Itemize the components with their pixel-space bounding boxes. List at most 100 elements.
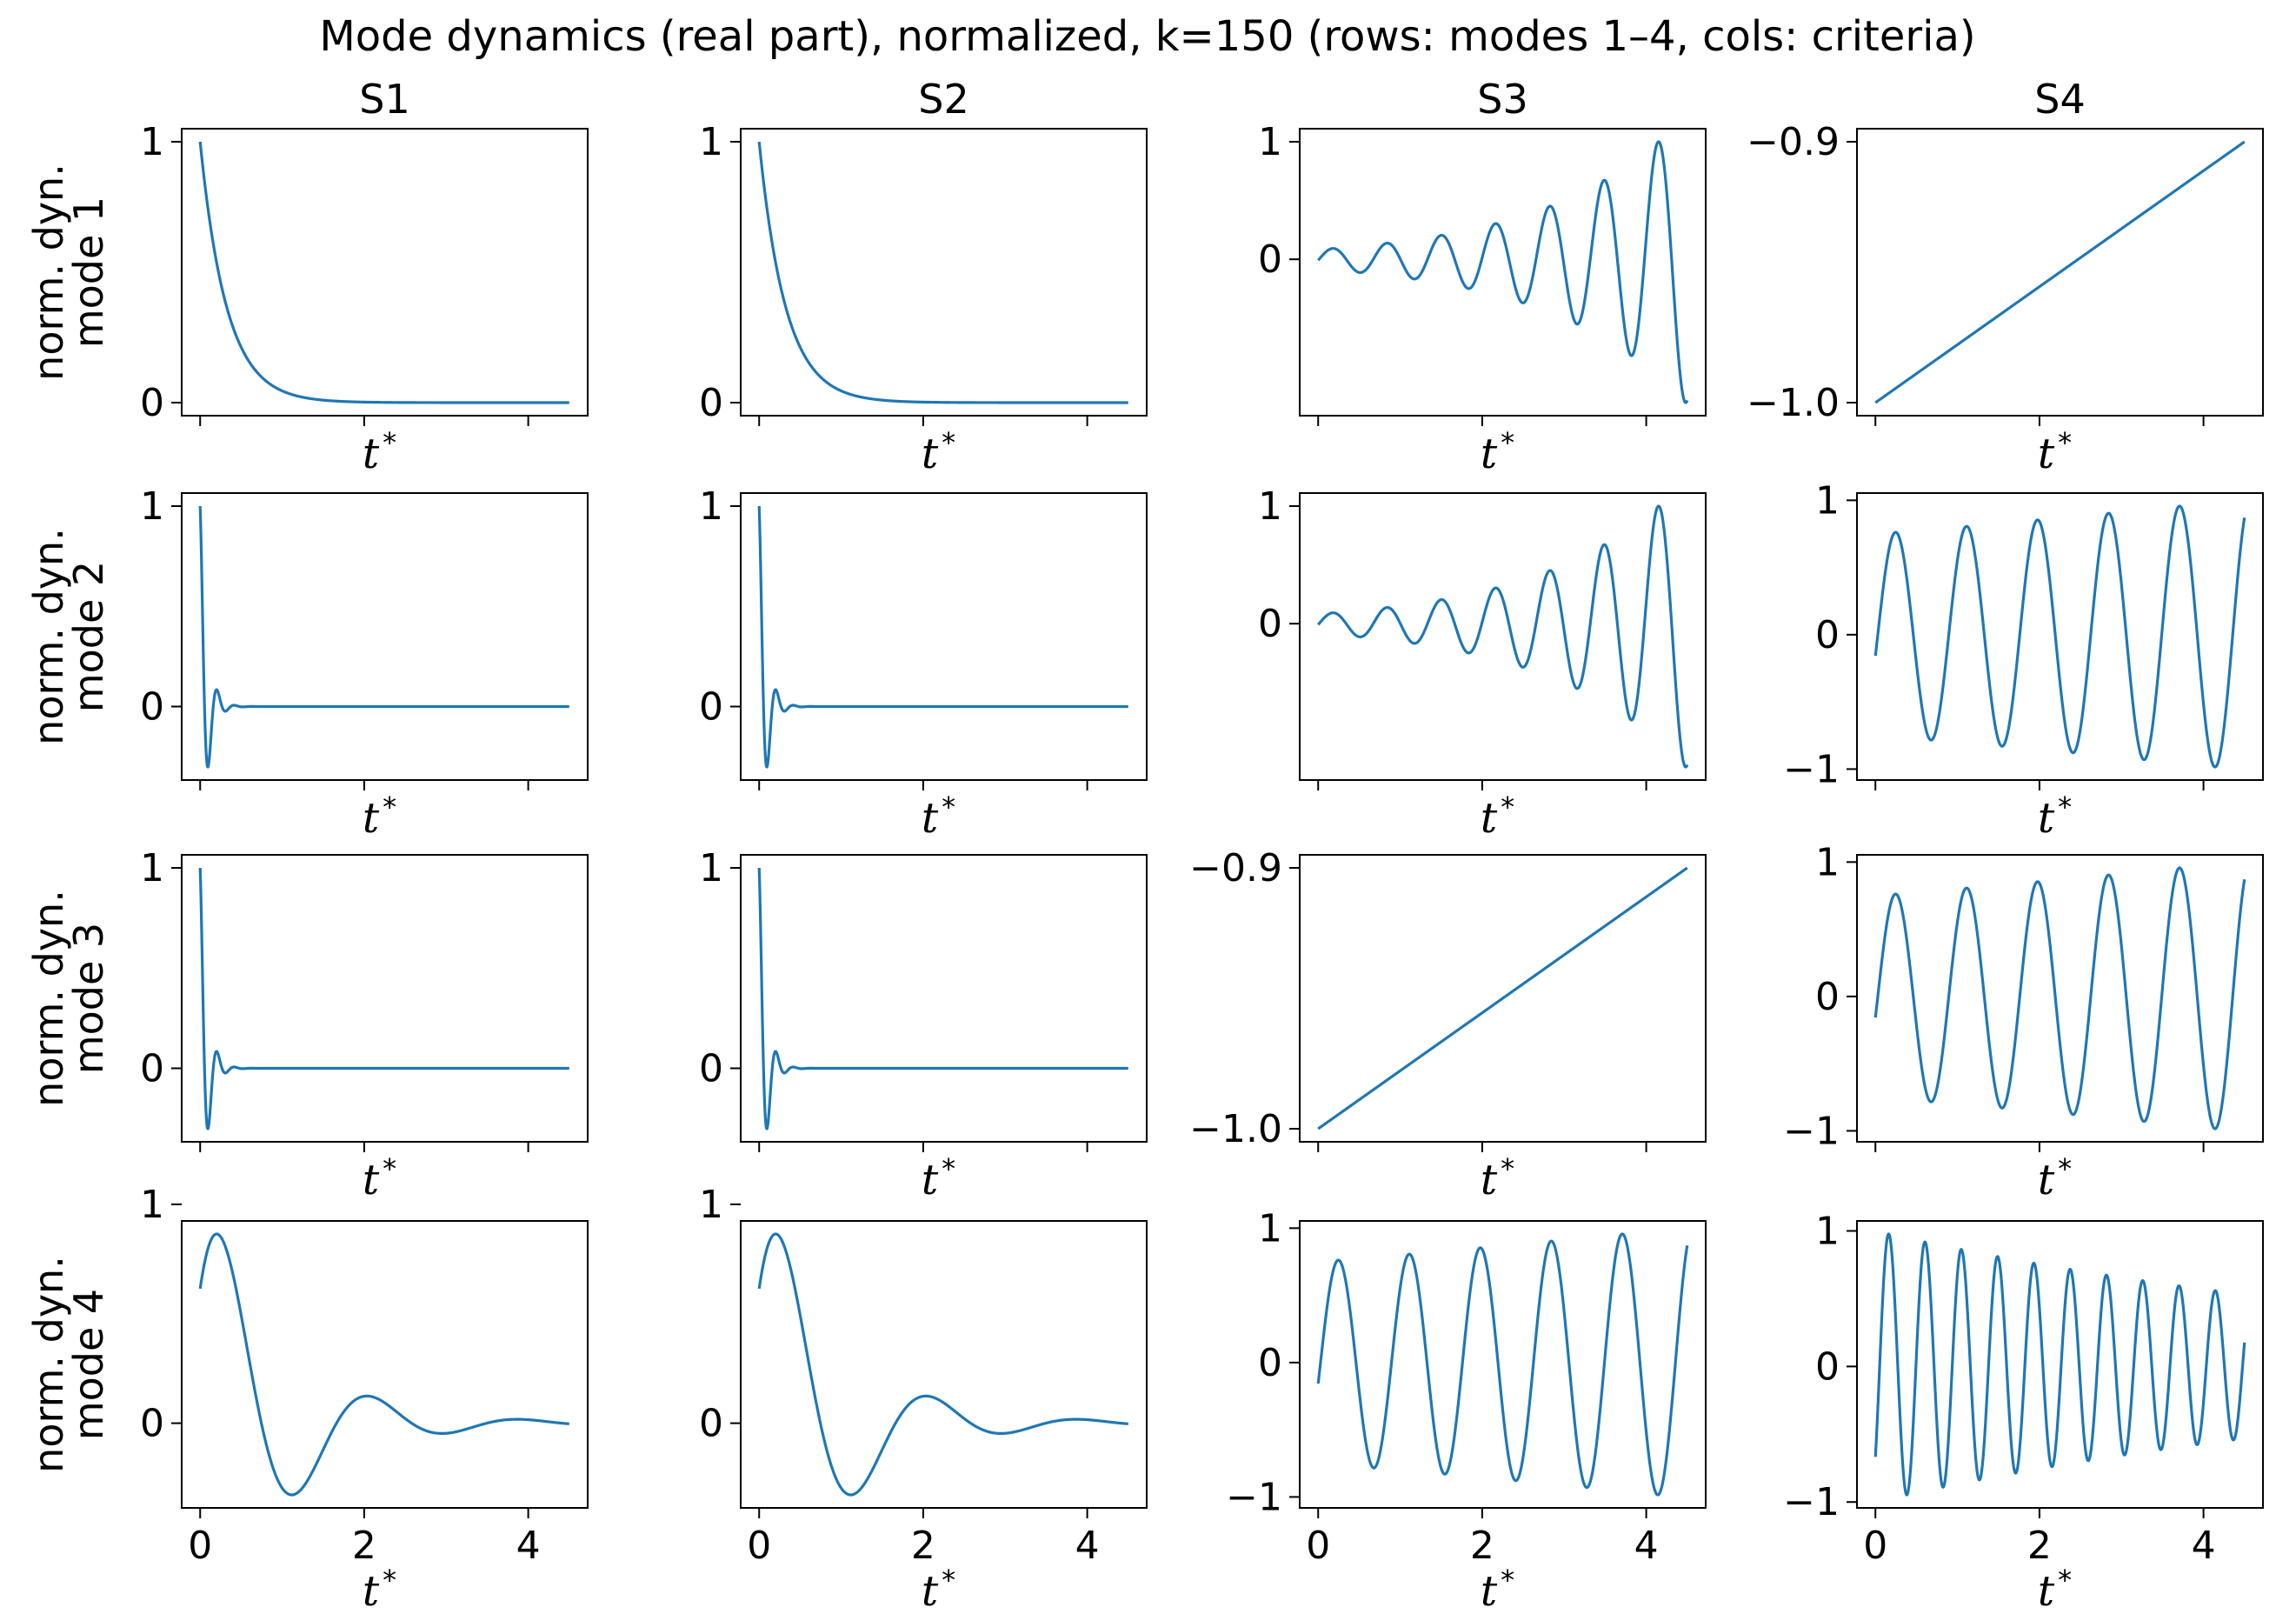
series-line bbox=[1874, 140, 2246, 404]
x-axis-label-t: t bbox=[922, 430, 939, 478]
x-axis-label: t * bbox=[2038, 1152, 2072, 1204]
y-tick-label: −1 bbox=[1783, 747, 1840, 791]
series-line bbox=[1317, 504, 1689, 769]
x-axis-label-sup: * bbox=[1501, 790, 1514, 824]
x-axis-label-t: t bbox=[363, 794, 380, 843]
panel-mode1-s2: 1 0 t * S2 bbox=[699, 76, 1148, 478]
series-line bbox=[757, 1232, 1129, 1497]
y-tick-label: −1 bbox=[1783, 1480, 1840, 1524]
series-line bbox=[198, 141, 570, 404]
column-title-s3: S3 bbox=[1477, 76, 1527, 123]
y-tick-label: 0 bbox=[1258, 237, 1282, 282]
x-axis-label-t: t bbox=[363, 1156, 380, 1204]
y-tick-label: −0.9 bbox=[1189, 846, 1282, 890]
panel-mode4-s3: 1 0 −1 0 2 4 t * bbox=[1226, 1206, 1707, 1614]
y-tick-label: 1 bbox=[140, 120, 164, 164]
y-tick-label: −0.9 bbox=[1747, 120, 1840, 164]
x-axis-label-sup: * bbox=[383, 1152, 396, 1185]
panel-mode1-s4: −0.9 −1.0 t * S4 bbox=[1747, 76, 2264, 478]
x-axis-label-t: t bbox=[2038, 1567, 2055, 1614]
panel-mode4-s1: 1 0 0 2 4 t * norm. dyn.mode 4 bbox=[25, 1183, 589, 1614]
row-label-mode3: norm. dyn.mode 3 bbox=[25, 890, 112, 1107]
axes-frame bbox=[740, 128, 1148, 417]
y-tick-label: 0 bbox=[699, 1046, 723, 1090]
x-axis-label: t * bbox=[363, 426, 396, 478]
axes-frame bbox=[740, 854, 1148, 1143]
axes-frame bbox=[181, 492, 589, 781]
x-axis-label-sup: * bbox=[383, 426, 396, 459]
panel-mode2-s4: 1 0 −1 t * bbox=[1783, 478, 2264, 843]
series-line bbox=[1873, 1232, 2246, 1497]
y-tick-label: 1 bbox=[140, 1183, 164, 1227]
panel-mode3-s2: 1 0 t * bbox=[699, 846, 1148, 1204]
x-axis-label-sup: * bbox=[942, 790, 955, 824]
x-axis-label-t: t bbox=[1481, 1567, 1498, 1614]
x-axis-label-t: t bbox=[363, 1567, 380, 1614]
x-axis-label-t: t bbox=[1481, 430, 1498, 478]
axes-frame bbox=[181, 854, 589, 1143]
x-axis-label-sup: * bbox=[1501, 426, 1514, 459]
panel-mode4-s2: 1 0 0 2 4 t * bbox=[699, 1183, 1148, 1614]
x-tick-label: 0 bbox=[1306, 1524, 1330, 1568]
y-tick-label: 1 bbox=[699, 484, 723, 529]
x-axis-label-t: t bbox=[922, 794, 939, 843]
series-line bbox=[198, 867, 570, 1130]
panel-mode3-s4: 1 0 −1 t * bbox=[1783, 840, 2264, 1204]
row-label-line1: norm. dyn. bbox=[25, 528, 72, 745]
series-line bbox=[1316, 1232, 1689, 1497]
y-tick-label: 0 bbox=[140, 381, 164, 425]
panel-mode2-s3: 1 0 t * bbox=[1258, 484, 1707, 843]
x-axis-label: t * bbox=[922, 1564, 955, 1614]
row-label-mode4: norm. dyn.mode 4 bbox=[25, 1256, 112, 1473]
series-line bbox=[1317, 140, 1689, 404]
y-tick-label: −1.0 bbox=[1747, 381, 1840, 425]
x-tick-label: 4 bbox=[516, 1524, 541, 1568]
series-line bbox=[1317, 866, 1688, 1130]
series-line bbox=[757, 867, 1129, 1130]
x-axis-label-t: t bbox=[2038, 1156, 2055, 1204]
axes-frame bbox=[1299, 854, 1707, 1143]
y-tick-label: 1 bbox=[1258, 484, 1282, 529]
x-tick-label: 4 bbox=[2192, 1524, 2216, 1568]
x-axis-label: t * bbox=[1481, 1564, 1514, 1614]
series-line bbox=[1873, 504, 2246, 769]
panel-mode2-s2: 1 0 t * bbox=[699, 484, 1148, 843]
x-axis-label-t: t bbox=[1481, 794, 1498, 843]
y-tick-label: 1 bbox=[1815, 1209, 1840, 1253]
x-axis-label: t * bbox=[922, 426, 955, 478]
x-tick-label: 0 bbox=[188, 1524, 212, 1568]
x-axis-label-sup: * bbox=[942, 1564, 955, 1597]
y-tick-label: 1 bbox=[1258, 1206, 1282, 1251]
row-label-line2: mode 4 bbox=[65, 1289, 112, 1440]
y-tick-label: 1 bbox=[699, 1183, 723, 1227]
x-axis-label-sup: * bbox=[383, 1564, 396, 1597]
x-axis-label-sup: * bbox=[2058, 426, 2072, 459]
x-axis-label: t * bbox=[2038, 426, 2072, 478]
x-axis-label-t: t bbox=[1481, 1156, 1498, 1204]
x-tick-label: 2 bbox=[911, 1524, 935, 1568]
y-tick-label: 0 bbox=[140, 684, 164, 729]
y-tick-label: −1 bbox=[1783, 1109, 1840, 1153]
figure-title: Mode dynamics (real part), normalized, k… bbox=[319, 12, 1975, 61]
panel-mode1-s3: 1 0 t * S3 bbox=[1258, 76, 1707, 478]
column-title-s2: S2 bbox=[918, 76, 968, 123]
series-line bbox=[757, 141, 1129, 404]
x-axis-label: t * bbox=[2038, 1564, 2072, 1614]
y-tick-label: 1 bbox=[699, 120, 723, 164]
x-tick-label: 2 bbox=[352, 1524, 376, 1568]
axes-frame bbox=[1856, 492, 2264, 781]
x-axis-label: t * bbox=[922, 1152, 955, 1204]
series-line bbox=[198, 505, 570, 769]
axes-frame bbox=[181, 1220, 589, 1509]
y-tick-label: 1 bbox=[140, 484, 164, 529]
panel-mode4-s4: 1 0 −1 0 2 4 t * bbox=[1783, 1209, 2264, 1614]
x-axis-label: t * bbox=[1481, 1152, 1514, 1204]
series-line bbox=[198, 1232, 570, 1497]
axes-frame bbox=[1299, 1220, 1707, 1509]
x-axis-label-t: t bbox=[922, 1567, 939, 1614]
series-line bbox=[757, 505, 1129, 769]
axes-frame bbox=[181, 128, 589, 417]
y-tick-label: 0 bbox=[140, 1046, 164, 1090]
